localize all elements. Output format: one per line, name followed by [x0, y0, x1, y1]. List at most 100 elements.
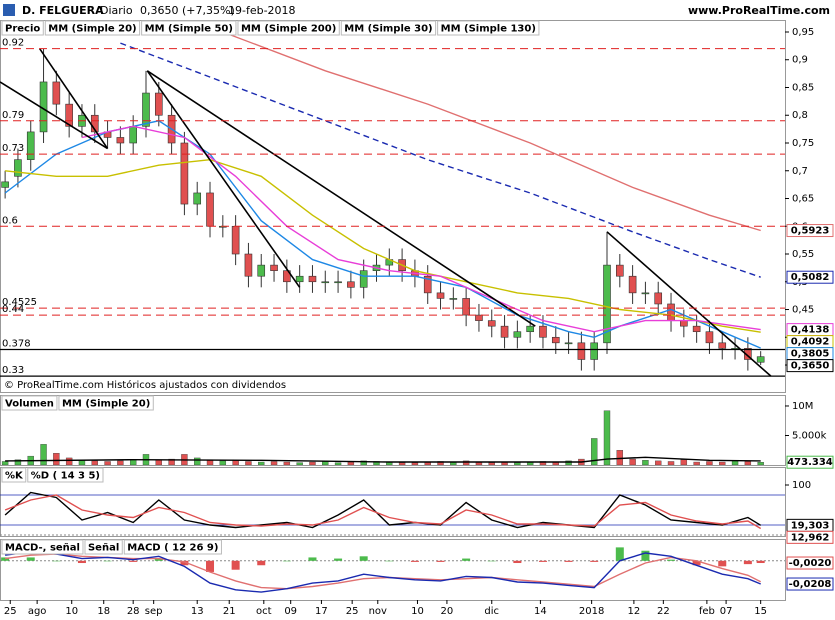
- x-tick-label: 2018: [579, 606, 604, 617]
- legend-box: [1, 539, 84, 555]
- histogram-bar: [308, 557, 317, 561]
- series-line: [4, 494, 762, 530]
- histogram-bar: [180, 560, 189, 566]
- y-tick-label: 10M: [792, 401, 813, 412]
- trend-line: [606, 231, 772, 377]
- value-label: -0,0208: [789, 579, 832, 590]
- volume-bar: [129, 459, 137, 465]
- volume-bar: [488, 462, 495, 465]
- series-line: [5, 158, 761, 333]
- volume-bar: [731, 460, 739, 465]
- candle-body: [129, 126, 137, 144]
- volume-bar: [296, 462, 303, 465]
- volume-bar: [53, 452, 60, 465]
- period: Diario: [100, 4, 133, 17]
- x-tick-label: 13: [191, 606, 204, 617]
- x-tick-label: 21: [223, 606, 236, 617]
- y-tick-label: 5.000k: [792, 430, 827, 441]
- y-tick-label: 0,7: [792, 166, 808, 177]
- value-label: 473.334: [787, 457, 833, 468]
- candle-body: [14, 159, 22, 177]
- legend-label: Señal: [88, 543, 119, 554]
- histogram-bar: [487, 560, 496, 562]
- volume-bar: [655, 460, 662, 465]
- y-tick-label: 0,75: [792, 138, 814, 149]
- x-tick-label: feb: [699, 606, 715, 617]
- histogram-bar: [590, 560, 599, 562]
- candle-body: [718, 342, 727, 349]
- legend-box: [141, 20, 237, 36]
- x-tick-label: 09: [284, 606, 297, 617]
- x-tick-label: 14: [534, 606, 547, 617]
- x-tick-label: 10: [411, 606, 424, 617]
- candle-body: [142, 92, 150, 127]
- legend-label: MM (Simple 130): [441, 24, 536, 35]
- panel-frame: [0, 20, 786, 393]
- level-label: 0.4525: [2, 297, 37, 308]
- legend-box: [1, 20, 44, 36]
- candle-body: [270, 264, 278, 271]
- value-label: -0,0020: [789, 558, 832, 569]
- histogram-bar: [538, 560, 547, 562]
- x-tick-label: 17: [315, 606, 328, 617]
- volume-bar: [91, 460, 98, 465]
- candle-body: [551, 336, 560, 344]
- plot-area: [0, 547, 785, 593]
- x-tick-label: 20: [441, 606, 454, 617]
- note: © ProRealTime.com Históricos ajustados c…: [4, 379, 286, 391]
- histogram-bar: [564, 560, 573, 562]
- y-tick-label: 0,55: [792, 249, 814, 260]
- candle-body: [1, 181, 9, 188]
- symbol: D. FELGUERA: [22, 4, 104, 17]
- candle-body: [705, 331, 714, 344]
- histogram-bar: [718, 560, 727, 567]
- histogram-bar: [410, 560, 419, 562]
- histogram-bar: [26, 557, 35, 561]
- histogram-bar: [385, 560, 394, 562]
- value-label-box: [786, 224, 834, 238]
- volume-bar: [258, 461, 265, 465]
- volume-bar: [757, 462, 764, 465]
- histogram-bar: [1, 557, 10, 561]
- y-tick-label: 0,45: [792, 305, 814, 316]
- y-tick-label: 0,8: [792, 110, 808, 121]
- candle-body: [347, 281, 355, 288]
- histogram-bar: [513, 560, 522, 564]
- y-tick-label: 100: [792, 480, 811, 491]
- candle-body: [231, 225, 240, 255]
- x-tick-label: 15: [754, 606, 767, 617]
- volume-bar: [667, 461, 675, 465]
- legend-box: [237, 20, 340, 36]
- value-label: 0,5082: [791, 272, 830, 283]
- volume-bar: [603, 410, 611, 465]
- legend-box: [58, 395, 154, 411]
- histogram-bar: [154, 558, 163, 561]
- x-tick-label: 07: [720, 606, 733, 617]
- legend-label: MM (Simple 30): [344, 24, 432, 35]
- x-tick-label: 10: [65, 606, 78, 617]
- volume-bar: [194, 457, 201, 465]
- candle-body: [654, 292, 663, 305]
- volume-bar: [322, 461, 329, 465]
- candle-body: [449, 298, 458, 300]
- volume-bar: [398, 462, 406, 465]
- volume-bar: [590, 438, 598, 465]
- legend-box: [27, 467, 104, 483]
- legend-box: [44, 20, 141, 36]
- candle-body: [590, 342, 598, 360]
- histogram-bar: [692, 560, 701, 566]
- histogram-bar: [436, 560, 445, 562]
- value-label-box: [786, 359, 834, 373]
- series-line: [5, 456, 761, 463]
- candle-body: [423, 275, 432, 294]
- volume-bar: [706, 461, 713, 465]
- histogram-bar: [257, 560, 266, 566]
- candle-body: [616, 264, 624, 277]
- candle-body: [539, 325, 547, 338]
- candle-body: [436, 292, 445, 299]
- candle-body: [321, 281, 330, 284]
- level-label: 0.6: [2, 215, 18, 226]
- candle-body: [52, 81, 61, 105]
- x-tick-label: ago: [28, 606, 47, 617]
- legend-box: [437, 20, 540, 36]
